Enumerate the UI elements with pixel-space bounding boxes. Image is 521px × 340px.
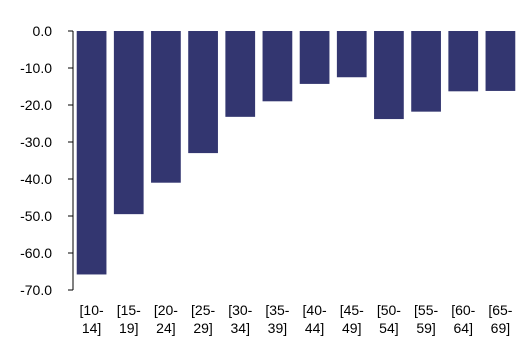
y-tick-label: -50.0 — [20, 208, 52, 224]
x-tick-label-line2: 29] — [193, 320, 212, 336]
x-tick-label-line1: [55- — [414, 302, 438, 318]
x-tick-label-line2: 14] — [82, 320, 101, 336]
x-tick-label-line1: [15- — [117, 302, 141, 318]
y-tick-label: -40.0 — [20, 171, 52, 187]
x-tick-label-line1: [10- — [80, 302, 104, 318]
bar — [151, 31, 181, 183]
x-tick-label-line1: [20- — [154, 302, 178, 318]
x-tick-label-line1: [60- — [451, 302, 475, 318]
x-tick-label-line1: [40- — [303, 302, 327, 318]
x-tick-label-line2: 19] — [119, 320, 138, 336]
x-tick-label-line1: [30- — [228, 302, 252, 318]
x-tick-label-line2: 59] — [416, 320, 435, 336]
x-tick-label-line1: [35- — [265, 302, 289, 318]
x-tick-label-line2: 64] — [454, 320, 473, 336]
bar — [485, 31, 516, 91]
bar — [262, 31, 293, 102]
bar — [76, 31, 107, 275]
bar — [113, 31, 144, 215]
x-tick-label-line2: 39] — [268, 320, 287, 336]
x-axis-labels: [10- 14] [15- 19] [20- 24] [25- 29] [30- 34] [35- 3… — [80, 302, 513, 336]
bar — [411, 31, 441, 112]
x-tick-label-line2: 54] — [379, 320, 398, 336]
y-tick-label: -30.0 — [20, 134, 52, 150]
bar — [336, 31, 367, 78]
x-tick-label-line1: [25- — [191, 302, 215, 318]
x-tick-label-line1: [45- — [340, 302, 364, 318]
x-tick-label-line2: 34] — [231, 320, 250, 336]
y-tick-label: -20.0 — [20, 97, 52, 113]
x-tick-label-line1: [65- — [488, 302, 512, 318]
x-tick-label-line1: [50- — [377, 302, 401, 318]
y-tick-label: 0.0 — [33, 23, 53, 39]
y-tick-label: -70.0 — [20, 282, 52, 298]
x-tick-label-line2: 69] — [491, 320, 510, 336]
bar — [225, 31, 256, 117]
x-tick-label-line2: 44] — [305, 320, 324, 336]
bar — [299, 31, 330, 84]
bars — [76, 31, 516, 275]
y-tick-label: -10.0 — [20, 60, 52, 76]
bar — [448, 31, 479, 92]
y-axis: 0.0 -10.0 -20.0 -30.0 -40.0 -50.0 -60.0 -70.0 — [20, 23, 74, 298]
x-tick-label-line2: 24] — [156, 320, 175, 336]
bar — [374, 31, 404, 120]
x-tick-label-line2: 49] — [342, 320, 361, 336]
y-tick-label: -60.0 — [20, 245, 52, 261]
bar — [188, 31, 218, 154]
